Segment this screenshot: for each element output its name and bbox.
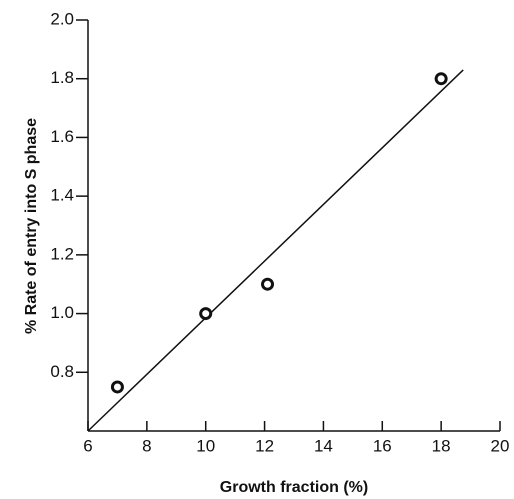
y-tick-label: 2.0: [50, 9, 74, 28]
x-tick-label: 12: [255, 436, 274, 455]
point: [199, 307, 213, 321]
y-tick-label: 1.2: [50, 244, 74, 263]
y-tick-label: 1.8: [50, 68, 74, 87]
x-tick-label: 10: [196, 436, 215, 455]
x-tick-label: 18: [432, 436, 451, 455]
y-tick-label: 1.4: [50, 186, 74, 205]
trend-line: [87, 69, 464, 432]
y-tick-label: 1.6: [50, 127, 74, 146]
point: [261, 277, 275, 291]
y-axis-title: % Rate of entry into S phase: [23, 118, 40, 334]
x-tick-label: 6: [83, 436, 92, 455]
point: [434, 72, 448, 86]
y-tick-label: 0.8: [50, 362, 74, 381]
x-tick-label: 14: [314, 436, 333, 455]
point: [110, 380, 124, 394]
x-tick-label: 16: [373, 436, 392, 455]
y-tick-label: 1.0: [50, 303, 74, 322]
x-axis-title: Growth fraction (%): [220, 479, 368, 496]
x-tick-label: 8: [142, 436, 151, 455]
x-tick-label: 20: [491, 436, 510, 455]
